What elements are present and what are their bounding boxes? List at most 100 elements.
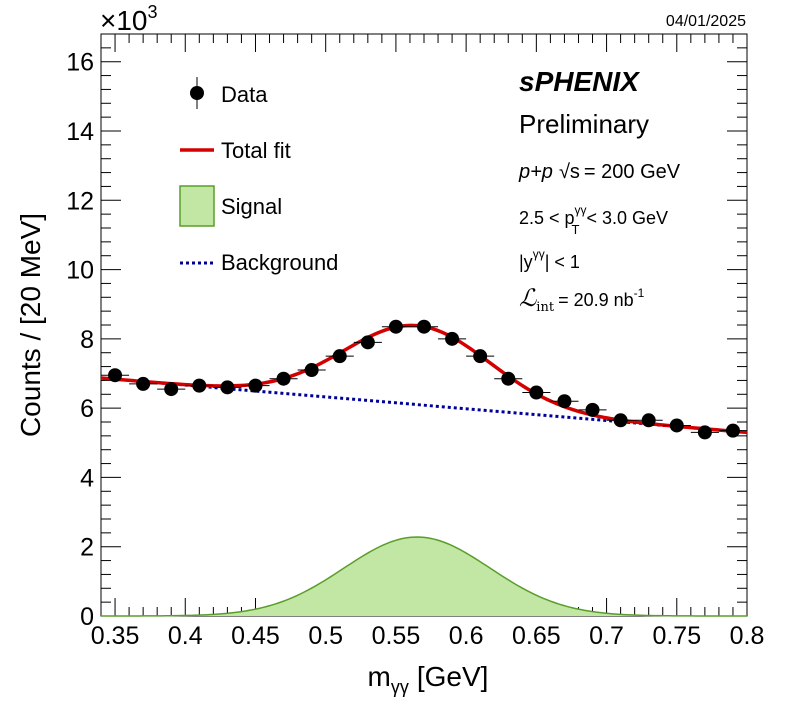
- data-point: [466, 349, 495, 364]
- x-axis-title-main: m: [368, 661, 391, 692]
- pt-range-left: 2.5 < p: [519, 208, 575, 228]
- data-point: [718, 423, 747, 438]
- data-point-marker: [641, 413, 656, 428]
- data-point: [494, 371, 523, 386]
- rapidity-sup: γγ: [533, 247, 545, 261]
- data-point: [438, 331, 467, 346]
- data-point-marker: [192, 378, 207, 393]
- y-exponent: ×103: [100, 2, 158, 36]
- pt-range-right: < 3.0 GeV: [587, 208, 669, 228]
- date-stamp: 04/01/2025: [666, 13, 746, 30]
- data-point: [690, 425, 719, 440]
- data-point: [550, 394, 579, 409]
- lumi-sup: -1: [634, 286, 645, 300]
- pt-range-sub: T: [572, 222, 580, 237]
- data-point-marker: [725, 423, 740, 438]
- data-point-marker: [388, 319, 403, 334]
- data-point: [157, 382, 186, 397]
- collision-energy: p+p √s = 200 GeV: [518, 161, 681, 183]
- data-point: [325, 349, 354, 364]
- data-point-marker: [108, 368, 123, 383]
- legend-item-data: Data: [190, 77, 268, 109]
- x-tick-label: 0.55: [372, 622, 421, 650]
- data-point-marker: [417, 319, 431, 334]
- data-point-marker: [220, 380, 235, 395]
- data-point-marker: [669, 418, 684, 433]
- data-point-marker: [529, 385, 544, 400]
- x-axis-title-unit: [GeV]: [417, 661, 489, 692]
- data-point: [297, 363, 326, 378]
- lumi-symbol: ℒ: [519, 284, 537, 312]
- y-tick-label: 12: [66, 187, 94, 215]
- x-tick-label: 0.45: [231, 622, 280, 650]
- energy-sqrt-s: √s: [559, 161, 580, 183]
- x-tick-label: 0.75: [652, 622, 701, 650]
- lumi-sub: int: [536, 300, 555, 315]
- x-tick-label: 0.35: [91, 622, 140, 650]
- experiment-name: sPHENIX: [519, 66, 641, 97]
- data-points: [101, 319, 747, 440]
- legend-item-signal: Signal: [179, 185, 282, 227]
- y-tick-label: 2: [80, 534, 94, 562]
- data-point-marker: [585, 402, 600, 417]
- data-point: [381, 319, 410, 334]
- legend-item-background: Background: [180, 250, 338, 275]
- legend-signal-label: Signal: [221, 194, 282, 219]
- rapidity-left: |y: [519, 252, 533, 272]
- pt-range: 2.5 < pγγ T < 3.0 GeV: [519, 203, 668, 237]
- data-point-marker: [164, 382, 179, 397]
- luminosity: ℒint = 20.9 nb-1: [519, 284, 645, 315]
- data-point: [353, 335, 382, 350]
- x-tick-label: 0.8: [730, 622, 765, 650]
- y-exponent-power: 3: [148, 2, 158, 22]
- data-point-marker: [276, 371, 291, 386]
- data-point-marker: [360, 335, 375, 350]
- data-point-marker: [445, 331, 460, 346]
- signal-outline: [100, 536, 748, 617]
- legend-background-label: Background: [221, 250, 338, 275]
- data-point: [185, 378, 214, 393]
- data-point: [213, 380, 242, 395]
- collision-system: p+p: [518, 161, 553, 183]
- legend-signal-swatch: [179, 185, 215, 227]
- legend-item-total-fit: Total fit: [180, 138, 291, 163]
- x-tick-label: 0.7: [589, 622, 624, 650]
- data-point: [129, 376, 158, 391]
- lumi-value: = 20.9 nb: [558, 290, 634, 310]
- y-tick-label: 6: [80, 395, 94, 423]
- y-tick-label: 10: [66, 257, 94, 285]
- data-point: [522, 385, 551, 400]
- y-tick-label: 16: [66, 49, 94, 77]
- y-tick-label: 14: [66, 118, 94, 146]
- legend-total-fit-label: Total fit: [221, 138, 291, 163]
- data-point: [578, 402, 607, 417]
- data-point: [409, 319, 439, 334]
- data-point-marker: [557, 394, 572, 409]
- y-tick-label: 4: [80, 464, 94, 492]
- signal-area: [100, 536, 748, 617]
- legend-data-label: Data: [221, 82, 268, 107]
- energy-value: = 200 GeV: [584, 161, 681, 183]
- x-tick-label: 0.5: [308, 622, 343, 650]
- data-point-marker: [697, 425, 712, 440]
- x-tick-label: 0.6: [449, 622, 484, 650]
- experiment-status: Preliminary: [519, 109, 649, 139]
- experiment-annotation: sPHENIX Preliminary p+p √s = 200 GeV 2.5 <…: [518, 66, 681, 315]
- data-point-marker: [473, 349, 488, 364]
- data-point-marker: [613, 413, 628, 428]
- data-point-marker: [501, 371, 516, 386]
- x-axis-title: mγγ [GeV]: [368, 661, 489, 697]
- rapidity-range: |yγγ| < 1: [519, 247, 580, 272]
- legend: Data Total fit Signal Background: [179, 77, 338, 275]
- axis-ticks: [100, 34, 748, 617]
- data-point: [241, 378, 270, 393]
- y-tick-label: 8: [80, 326, 94, 354]
- data-point: [662, 418, 691, 433]
- x-tick-label: 0.4: [168, 622, 203, 650]
- y-axis-title: Counts / [20 MeV]: [15, 213, 46, 437]
- rapidity-right: | < 1: [545, 252, 580, 272]
- y-tick-label: 0: [80, 603, 94, 631]
- x-tick-labels: 0.35 0.4 0.45 0.5 0.55 0.6 0.65 0.7 0.75 0.8: [91, 622, 765, 650]
- data-point: [606, 413, 635, 428]
